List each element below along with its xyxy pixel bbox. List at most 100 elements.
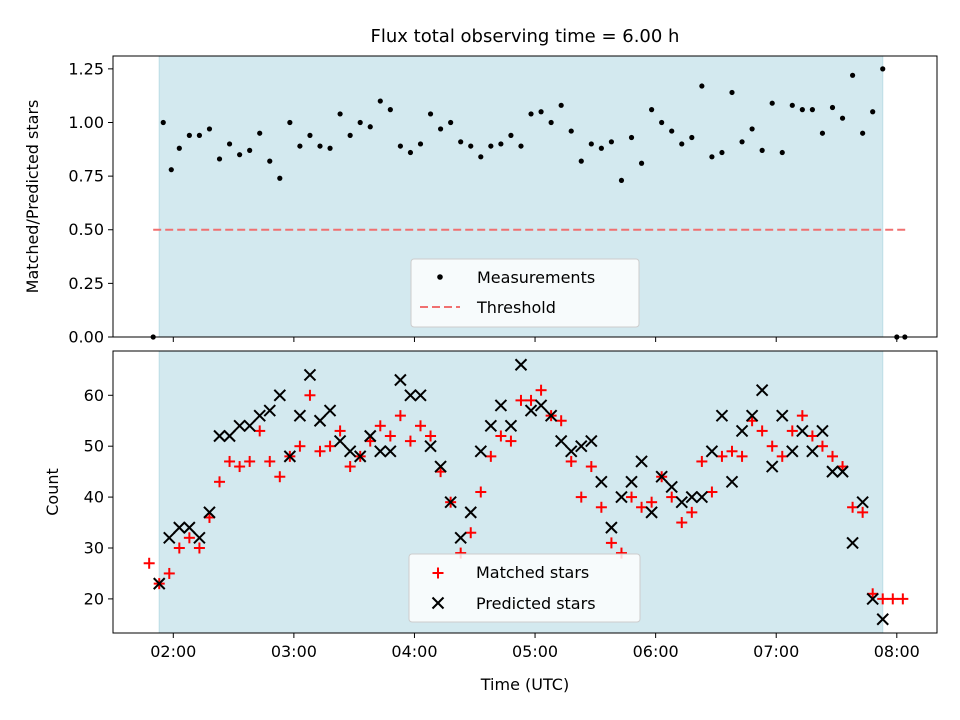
- measurement-point: [307, 132, 313, 138]
- matched-stars-point: [234, 461, 246, 473]
- measurement-point: [488, 143, 494, 149]
- matched-stars-point: [847, 501, 859, 513]
- predicted-stars-point: [404, 389, 417, 402]
- predicted-stars-point: [394, 373, 407, 387]
- matched-stars-point: [877, 593, 889, 605]
- bottom-x-tick-label: 07:00: [753, 642, 799, 661]
- matched-stars-point: [646, 496, 658, 508]
- measurement-point: [538, 109, 544, 115]
- predicted-stars-point: [173, 521, 186, 534]
- predicted-stars-point: [504, 419, 518, 433]
- matched-stars-point: [425, 430, 437, 442]
- matched-stars-point: [676, 517, 688, 529]
- top-y-ticks: 0.00 0.25 0.50 0.75 1.00 1.25: [68, 59, 113, 347]
- predicted-stars-point: [665, 480, 678, 494]
- predicted-stars-point: [343, 445, 357, 458]
- measurement-point: [468, 143, 474, 149]
- matched-stars-point: [374, 420, 386, 432]
- predicted-stars-point: [735, 424, 749, 438]
- top-y-tick-label: 0.25: [68, 274, 104, 293]
- legend-label-measurements: Measurements: [477, 268, 595, 287]
- predicted-stars-point: [534, 399, 548, 412]
- measurement-point: [719, 149, 725, 156]
- measurement-point: [417, 141, 424, 147]
- measurement-point: [588, 141, 594, 147]
- top-y-tick-label: 0.75: [68, 167, 104, 186]
- bottom-x-tick-label: 05:00: [512, 642, 558, 661]
- predicted-stars-point: [876, 613, 889, 626]
- matched-stars-point: [485, 450, 497, 462]
- predicted-stars-point: [163, 531, 176, 545]
- bottom-y-tick-label: 20: [84, 589, 104, 608]
- matched-stars-point: [716, 450, 728, 462]
- bottom-panel: 20 30 40 50 60 02:00 03:00 04:00 05:00 06:00 07:0…: [43, 350, 938, 694]
- measurement-point: [618, 177, 625, 184]
- measurement-point: [608, 139, 615, 145]
- matched-stars-point: [203, 511, 215, 523]
- predicted-stars-point: [625, 475, 638, 489]
- predicted-stars-point: [364, 429, 377, 443]
- matched-stars-point: [214, 476, 226, 488]
- matched-stars-point: [143, 557, 155, 569]
- matched-stars-point: [826, 450, 838, 462]
- predicted-stars-point: [223, 429, 236, 443]
- matched-stars-point: [394, 410, 406, 422]
- measurement-point: [669, 128, 675, 134]
- matched-stars-point: [726, 445, 738, 457]
- bottom-legend: Matched stars Predicted stars: [408, 553, 641, 623]
- predicted-stars-point: [384, 445, 397, 458]
- predicted-stars-point: [263, 404, 276, 417]
- predicted-stars-point: [645, 506, 658, 519]
- matched-stars-point: [796, 410, 808, 422]
- predicted-stars-point: [414, 389, 427, 402]
- top-legend: Measurements Threshold: [410, 258, 640, 328]
- matched-stars-point: [816, 440, 828, 452]
- predicted-stars-point: [424, 439, 437, 453]
- matched-stars-point: [384, 430, 396, 442]
- top-plot-frame: [112, 55, 938, 338]
- matched-stars-point: [555, 415, 567, 427]
- predicted-stars-point: [303, 368, 317, 382]
- legend-label-threshold: Threshold: [476, 298, 556, 317]
- top-legend-box: [410, 258, 640, 328]
- predicted-stars-point: [474, 445, 487, 458]
- predicted-stars-point: [444, 495, 457, 509]
- top-panel: Flux total observing time = 6.00 h 0.000…: [23, 26, 938, 347]
- predicted-stars-point: [695, 490, 709, 504]
- measurement-point: [367, 124, 373, 130]
- matched-stars-point: [626, 491, 638, 503]
- matched-stars-point: [495, 430, 507, 442]
- measurement-point: [257, 130, 263, 136]
- measurement-point: [327, 145, 333, 151]
- predicted-stars-point: [313, 414, 327, 427]
- measurement-point: [287, 119, 293, 126]
- measurement-point: [628, 134, 635, 141]
- predicted-stars-point: [333, 434, 347, 448]
- predicted-stars-point: [715, 409, 729, 422]
- measurement-point: [176, 145, 182, 151]
- matched-stars-point: [224, 455, 236, 467]
- matched-stars-point: [404, 435, 416, 447]
- predicted-stars-point: [846, 536, 859, 550]
- predicted-stars-point: [806, 445, 819, 458]
- matched-stars-point: [505, 435, 517, 447]
- matched-stars-point: [706, 486, 718, 498]
- legend-label-matched-stars: Matched stars: [476, 563, 589, 582]
- matched-stars-point: [414, 420, 426, 432]
- measurement-point: [809, 107, 815, 113]
- top-chart-title: Flux total observing time = 6.00 h: [371, 26, 680, 47]
- measurement-point: [769, 100, 775, 106]
- matched-stars-point: [686, 506, 698, 518]
- matched-stars-point: [465, 527, 477, 539]
- matched-stars-point: [274, 471, 286, 483]
- matched-stars-point: [786, 425, 798, 437]
- predicted-stars-point: [273, 389, 287, 402]
- matched-stars-point: [294, 440, 306, 452]
- measurement-point: [568, 128, 574, 134]
- predicted-stars-point: [494, 399, 508, 412]
- measurement-point: [317, 143, 323, 149]
- matched-stars-point: [525, 394, 537, 406]
- measurement-point: [860, 130, 866, 136]
- predicted-stars-point: [464, 506, 477, 519]
- measurement-point: [337, 111, 343, 117]
